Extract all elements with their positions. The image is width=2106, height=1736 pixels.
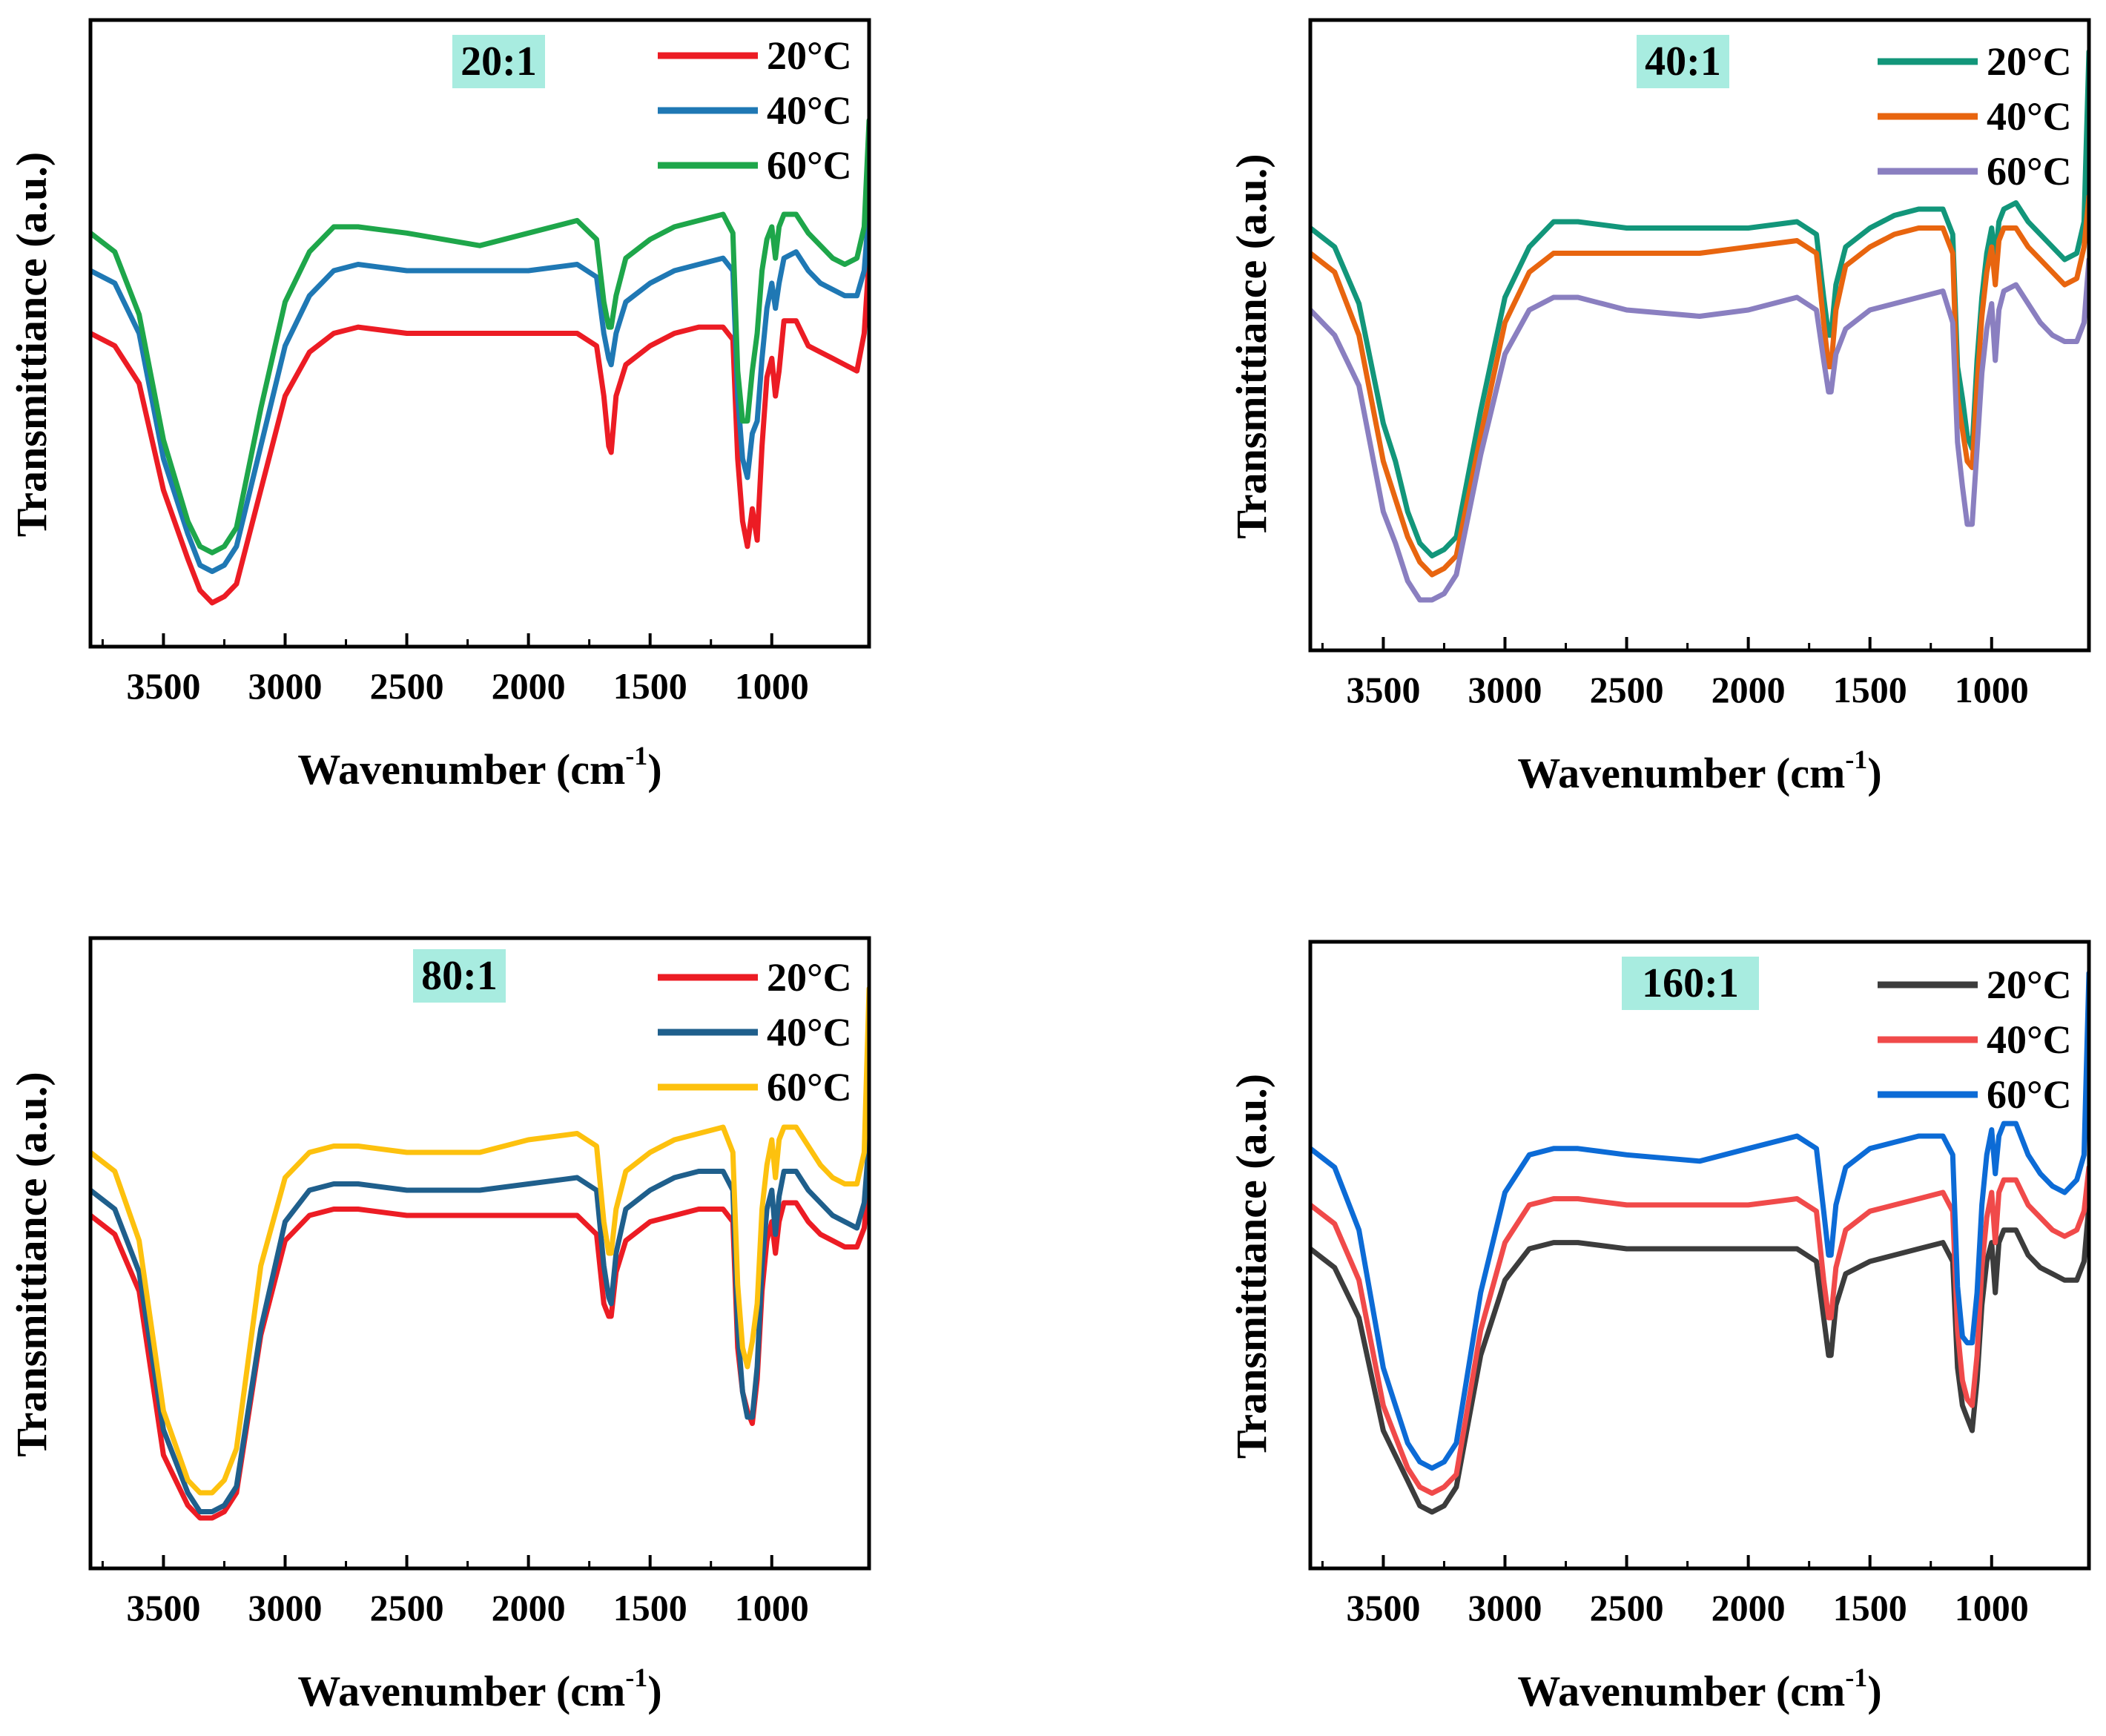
x-tick-label: 3500 bbox=[126, 1587, 200, 1628]
ratio-label-box bbox=[413, 949, 506, 1003]
series-line-2 bbox=[90, 1137, 869, 1514]
x-tick-label: 3500 bbox=[126, 665, 200, 707]
plot-frame bbox=[1308, 18, 2091, 653]
series-line-3 bbox=[1310, 257, 2089, 603]
y-axis-label: Transmittiance (a.u.) bbox=[7, 152, 56, 537]
legend-label: 60°C bbox=[1987, 1072, 2072, 1117]
legend-label: 60°C bbox=[767, 1065, 852, 1109]
series-line-1 bbox=[90, 1175, 869, 1521]
x-tick-label: 3500 bbox=[1346, 669, 1420, 710]
x-tick-label: 2500 bbox=[1590, 669, 1664, 710]
x-tick-label: 2000 bbox=[492, 1587, 566, 1628]
x-axis-label: Wavenumber (cm-1) bbox=[1517, 1663, 1881, 1715]
y-axis-label: Transmittiance (a.u.) bbox=[7, 1072, 56, 1456]
legend-label: 20°C bbox=[1987, 39, 2072, 84]
ratio-label: 160:1 bbox=[1642, 960, 1739, 1006]
ratio-label: 80:1 bbox=[421, 953, 498, 999]
legend-label: 60°C bbox=[767, 143, 852, 188]
ratio-label: 40:1 bbox=[1645, 39, 1721, 85]
x-tick-label: 3500 bbox=[1346, 1587, 1420, 1628]
x-tick-label: 2000 bbox=[492, 665, 566, 707]
chart-panel-4: 3500 3000 2500 2000 1500 1000 Wavenumber (cm-1… bbox=[1227, 940, 2091, 1715]
x-tick-label: 2500 bbox=[370, 665, 444, 707]
x-tick-label: 1000 bbox=[1955, 669, 2029, 710]
y-axis-label: Transmittiance (a.u.) bbox=[1227, 154, 1275, 538]
x-tick-label: 1000 bbox=[735, 1587, 809, 1628]
y-axis-label: Transmittiance (a.u.) bbox=[1227, 1074, 1275, 1459]
x-tick-label: 2500 bbox=[1590, 1587, 1664, 1628]
legend-label: 20°C bbox=[767, 33, 852, 78]
ratio-label-box bbox=[1622, 957, 1759, 1010]
legend-label: 40°C bbox=[1987, 94, 2072, 139]
legend-label: 20°C bbox=[767, 955, 852, 1000]
x-tick-label: 2000 bbox=[1711, 669, 1786, 710]
plot-frame bbox=[1308, 940, 2091, 1571]
chart-panel-1: 3500 3000 2500 2000 1500 1000 Wavenumber (cm-1… bbox=[7, 18, 871, 793]
legend-label: 40°C bbox=[767, 88, 852, 133]
x-tick-label: 3000 bbox=[248, 665, 323, 707]
series-line-1 bbox=[1310, 1202, 2089, 1515]
ratio-label-box bbox=[1637, 35, 1729, 88]
x-tick-label: 2500 bbox=[370, 1587, 444, 1628]
series-line-2 bbox=[1310, 194, 2089, 578]
chart-panel-2: 3500 3000 2500 2000 1500 1000 Wavenumber (cm-1… bbox=[1227, 18, 2091, 797]
series-line-3 bbox=[1310, 970, 2089, 1471]
x-tick-label: 1500 bbox=[613, 1587, 687, 1628]
series-line-3 bbox=[90, 117, 869, 555]
series-line-1 bbox=[1310, 49, 2089, 558]
legend-label: 20°C bbox=[1987, 963, 2072, 1007]
x-axis-label: Wavenumber (cm-1) bbox=[297, 1663, 661, 1715]
series-line-2 bbox=[1310, 1164, 2089, 1496]
x-axis-label: Wavenumber (cm-1) bbox=[1517, 745, 1881, 797]
series-line-3 bbox=[90, 986, 869, 1496]
x-tick-label: 1500 bbox=[613, 665, 687, 707]
x-tick-label: 1000 bbox=[1955, 1587, 2029, 1628]
x-tick-label: 1000 bbox=[735, 665, 809, 707]
x-tick-label: 3000 bbox=[1468, 669, 1542, 710]
plot-frame bbox=[88, 18, 871, 649]
x-tick-label: 1500 bbox=[1833, 669, 1907, 710]
ratio-label: 20:1 bbox=[461, 39, 537, 85]
plot-frame bbox=[88, 936, 871, 1571]
ratio-label-box bbox=[452, 35, 545, 88]
x-tick-label: 3000 bbox=[248, 1587, 323, 1628]
x-tick-label: 1500 bbox=[1833, 1587, 1907, 1628]
legend-label: 40°C bbox=[1987, 1017, 2072, 1062]
legend-label: 40°C bbox=[767, 1010, 852, 1055]
x-axis-label: Wavenumber (cm-1) bbox=[297, 741, 661, 793]
x-tick-label: 3000 bbox=[1468, 1587, 1542, 1628]
series-line-1 bbox=[90, 255, 869, 606]
x-tick-label: 2000 bbox=[1711, 1587, 1786, 1628]
chart-panel-3: 3500 3000 2500 2000 1500 1000 Wavenumber (cm-1… bbox=[7, 936, 871, 1715]
legend-label: 60°C bbox=[1987, 149, 2072, 194]
series-line-2 bbox=[90, 205, 869, 575]
